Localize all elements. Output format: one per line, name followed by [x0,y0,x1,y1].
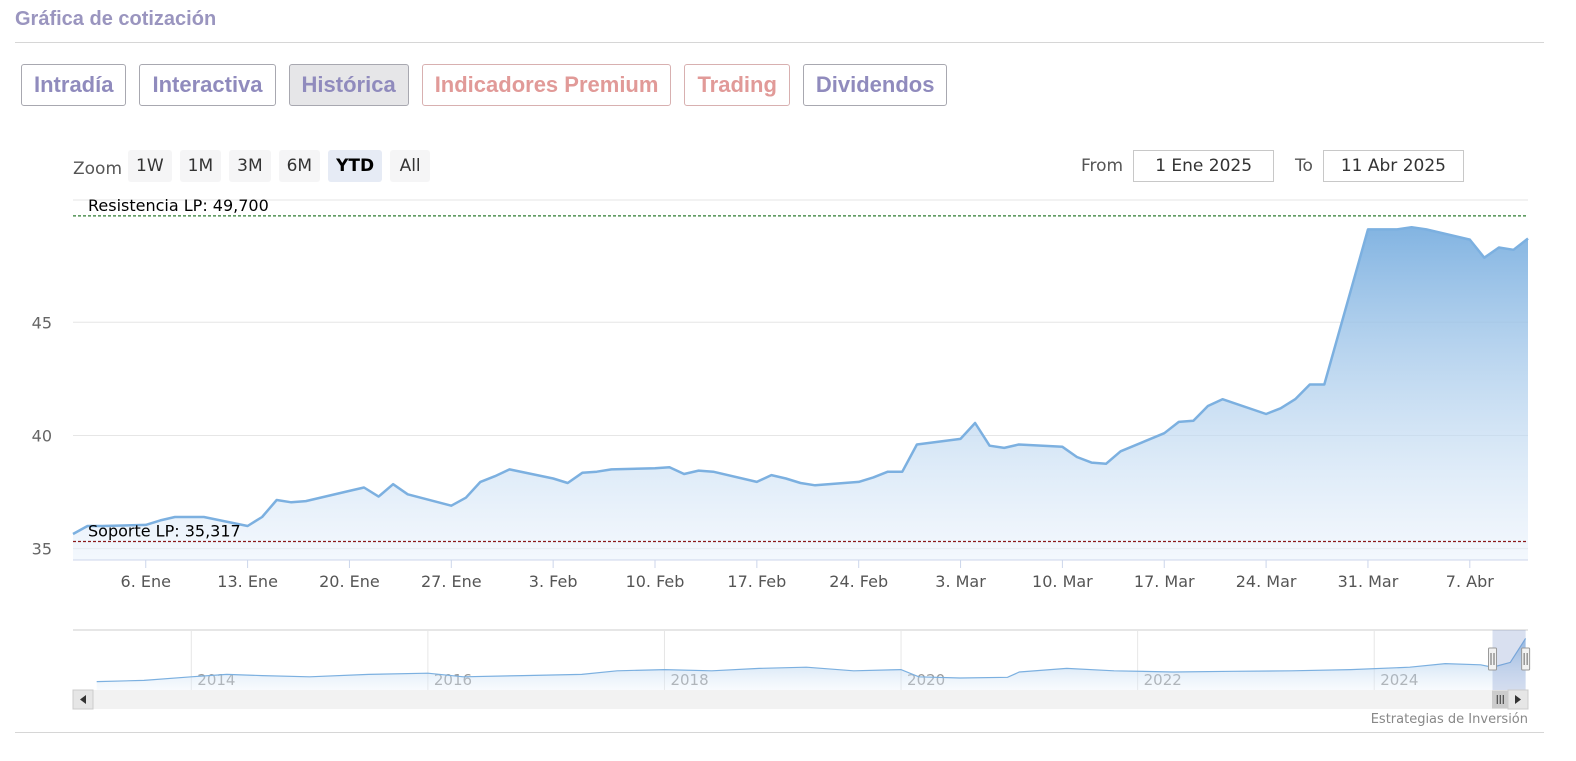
chart-tabs: Intradía Interactiva Histórica Indicadores … [21,64,948,106]
range-from: From 1 Ene 2025 [1081,150,1275,182]
zoom-button-6m[interactable]: 6M [278,150,321,182]
tab-trading[interactable]: Trading [684,64,790,106]
y-tick-label: 40 [32,426,52,445]
navigator-area [96,638,1526,690]
zoom-selector: Zoom 1W 1M 3M 6M YTD All [73,150,438,182]
tab-intradía[interactable]: Intradía [21,64,127,106]
navigator-selection[interactable] [1492,630,1526,690]
page-title: Gráfica de cotización [15,8,217,30]
x-tick-label: 17. Mar [1134,572,1195,591]
navigator-line [96,638,1527,683]
tab-interactiva[interactable]: Interactiva [139,64,276,106]
tab-dividendos[interactable]: Dividendos [802,64,948,106]
range-to: To 11 Abr 2025 [1295,150,1464,182]
zoom-button-1m[interactable]: 1M [179,150,222,182]
price-area [73,227,1528,560]
resistance-label: Resistencia LP: 49,700 [88,196,269,215]
range-to-label: To [1295,156,1313,176]
tab-indicadores-premium[interactable]: Indicadores Premium [421,64,672,106]
support-label: Soporte LP: 35,317 [88,522,241,541]
tab-histórica[interactable]: Histórica [288,64,409,106]
x-tick-label: 24. Feb [829,572,888,591]
chevron-left-icon [80,695,86,704]
y-tick-label: 45 [32,313,52,332]
title-divider [15,42,1544,43]
x-tick-label: 3. Feb [529,572,578,591]
x-tick-label: 10. Feb [626,572,685,591]
navigator-handle-right[interactable] [1521,647,1531,671]
x-tick-label: 27. Ene [421,572,482,591]
range-from-input[interactable]: 1 Ene 2025 [1133,150,1275,182]
x-tick-label: 20. Ene [319,572,380,591]
zoom-button-all[interactable]: All [390,150,431,182]
bottom-divider [15,732,1544,733]
zoom-label: Zoom [73,159,123,179]
zoom-button-3m[interactable]: 3M [229,150,271,182]
x-tick-label: 6. Ene [121,572,171,591]
scrollbar-track[interactable] [73,690,1528,709]
x-tick-label: 3. Mar [935,572,986,591]
x-tick-label: 7. Abr [1446,572,1494,591]
x-tick-label: 10. Mar [1032,572,1093,591]
navigator-handle-left[interactable] [1488,647,1498,671]
chart-credit[interactable]: Estrategias de Inversión [1370,712,1528,727]
x-tick-label: 31. Mar [1338,572,1399,591]
range-from-label: From [1081,156,1124,176]
range-to-input[interactable]: 11 Abr 2025 [1322,150,1464,182]
x-tick-label: 24. Mar [1236,572,1297,591]
x-tick-label: 17. Feb [727,572,786,591]
chevron-right-icon [1515,695,1521,704]
zoom-button-1w[interactable]: 1W [128,150,172,182]
x-tick-label: 13. Ene [217,572,278,591]
price-line [72,225,1529,536]
y-tick-label: 35 [32,540,52,559]
zoom-button-ytd[interactable]: YTD [328,150,383,182]
